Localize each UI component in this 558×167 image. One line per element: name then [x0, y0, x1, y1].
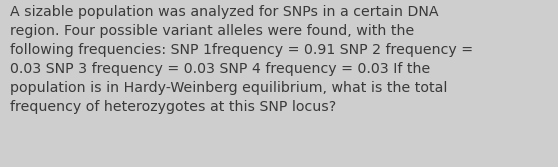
Text: A sizable population was analyzed for SNPs in a certain DNA
region. Four possibl: A sizable population was analyzed for SN…	[10, 5, 473, 114]
